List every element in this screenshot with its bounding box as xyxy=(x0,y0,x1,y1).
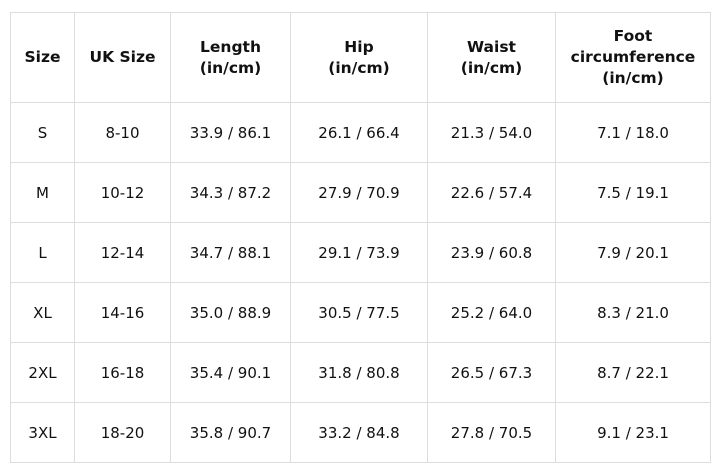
table-cell: 27.8 / 70.5 xyxy=(427,402,556,463)
table-cell: 16-18 xyxy=(74,342,171,403)
header-cell: Waist (in/cm) xyxy=(427,12,556,103)
table-cell: 8.7 / 22.1 xyxy=(555,342,711,403)
table-cell: 29.1 / 73.9 xyxy=(290,222,428,283)
table-cell: 33.9 / 86.1 xyxy=(170,102,291,163)
header-cell: UK Size xyxy=(74,12,171,103)
table-cell: XL xyxy=(10,282,75,343)
table-cell: 26.5 / 67.3 xyxy=(427,342,556,403)
size-table: Size UK Size Length (in/cm) Hip (in/cm) Waist (… xyxy=(10,12,711,463)
table-cell: 30.5 / 77.5 xyxy=(290,282,428,343)
table-cell: 35.0 / 88.9 xyxy=(170,282,291,343)
table-cell: 7.1 / 18.0 xyxy=(555,102,711,163)
table-cell: 26.1 / 66.4 xyxy=(290,102,428,163)
table-cell: 33.2 / 84.8 xyxy=(290,402,428,463)
header-row: Size UK Size Length (in/cm) Hip (in/cm) Waist (… xyxy=(10,12,711,103)
table-row: L 12-14 34.7 / 88.1 29.1 / 73.9 23.9 / 60.8 7… xyxy=(10,222,711,283)
table-cell: 34.3 / 87.2 xyxy=(170,162,291,223)
table-cell: 3XL xyxy=(10,402,75,463)
table-cell: 25.2 / 64.0 xyxy=(427,282,556,343)
table-cell: 8.3 / 21.0 xyxy=(555,282,711,343)
table-row: M 10-12 34.3 / 87.2 27.9 / 70.9 22.6 / 57.4 7… xyxy=(10,162,711,223)
header-text: Waist xyxy=(467,37,516,56)
header-text: Length xyxy=(200,37,261,56)
table-cell: 31.8 / 80.8 xyxy=(290,342,428,403)
header-text: UK Size xyxy=(89,48,156,66)
table-cell: 7.5 / 19.1 xyxy=(555,162,711,223)
table-cell: 12-14 xyxy=(74,222,171,283)
table-cell: 10-12 xyxy=(74,162,171,223)
table-cell: 22.6 / 57.4 xyxy=(427,162,556,223)
header-text: circumference xyxy=(570,48,696,66)
header-text: (in/cm) xyxy=(602,69,664,87)
table-cell: S xyxy=(10,102,75,163)
header-text: (in/cm) xyxy=(328,58,390,77)
header-cell: Foot circumference (in/cm) xyxy=(555,12,711,103)
table-cell: 35.8 / 90.7 xyxy=(170,402,291,463)
table-cell: 34.7 / 88.1 xyxy=(170,222,291,283)
header-text: (in/cm) xyxy=(199,58,262,77)
table-cell: 21.3 / 54.0 xyxy=(427,102,556,163)
table-row: XL 14-16 35.0 / 88.9 30.5 / 77.5 25.2 / 64.0… xyxy=(10,282,711,343)
header-cell: Size xyxy=(10,12,75,103)
header-text: Foot xyxy=(613,27,653,45)
header-text: Hip xyxy=(344,37,374,56)
table-cell: M xyxy=(10,162,75,223)
table-row: S 8-10 33.9 / 86.1 26.1 / 66.4 21.3 / 54.0 7.… xyxy=(10,102,711,163)
table-row: 2XL 16-18 35.4 / 90.1 31.8 / 80.8 26.5 / 67.… xyxy=(10,342,711,403)
table-cell: 8-10 xyxy=(74,102,171,163)
table-cell: 18-20 xyxy=(74,402,171,463)
header-cell: Length (in/cm) xyxy=(170,12,291,103)
table-cell: 27.9 / 70.9 xyxy=(290,162,428,223)
header-text: (in/cm) xyxy=(460,58,523,77)
table-cell: 9.1 / 23.1 xyxy=(555,402,711,463)
table-cell: L xyxy=(10,222,75,283)
table-row: 3XL 18-20 35.8 / 90.7 33.2 / 84.8 27.8 / 70.… xyxy=(10,402,711,463)
header-text: Size xyxy=(24,48,61,66)
table-cell: 35.4 / 90.1 xyxy=(170,342,291,403)
table-cell: 7.9 / 20.1 xyxy=(555,222,711,283)
table-cell: 23.9 / 60.8 xyxy=(427,222,556,283)
table-body: S 8-10 33.9 / 86.1 26.1 / 66.4 21.3 / 54.0 7.… xyxy=(10,102,711,463)
header-cell: Hip (in/cm) xyxy=(290,12,428,103)
table-cell: 2XL xyxy=(10,342,75,403)
table-cell: 14-16 xyxy=(74,282,171,343)
